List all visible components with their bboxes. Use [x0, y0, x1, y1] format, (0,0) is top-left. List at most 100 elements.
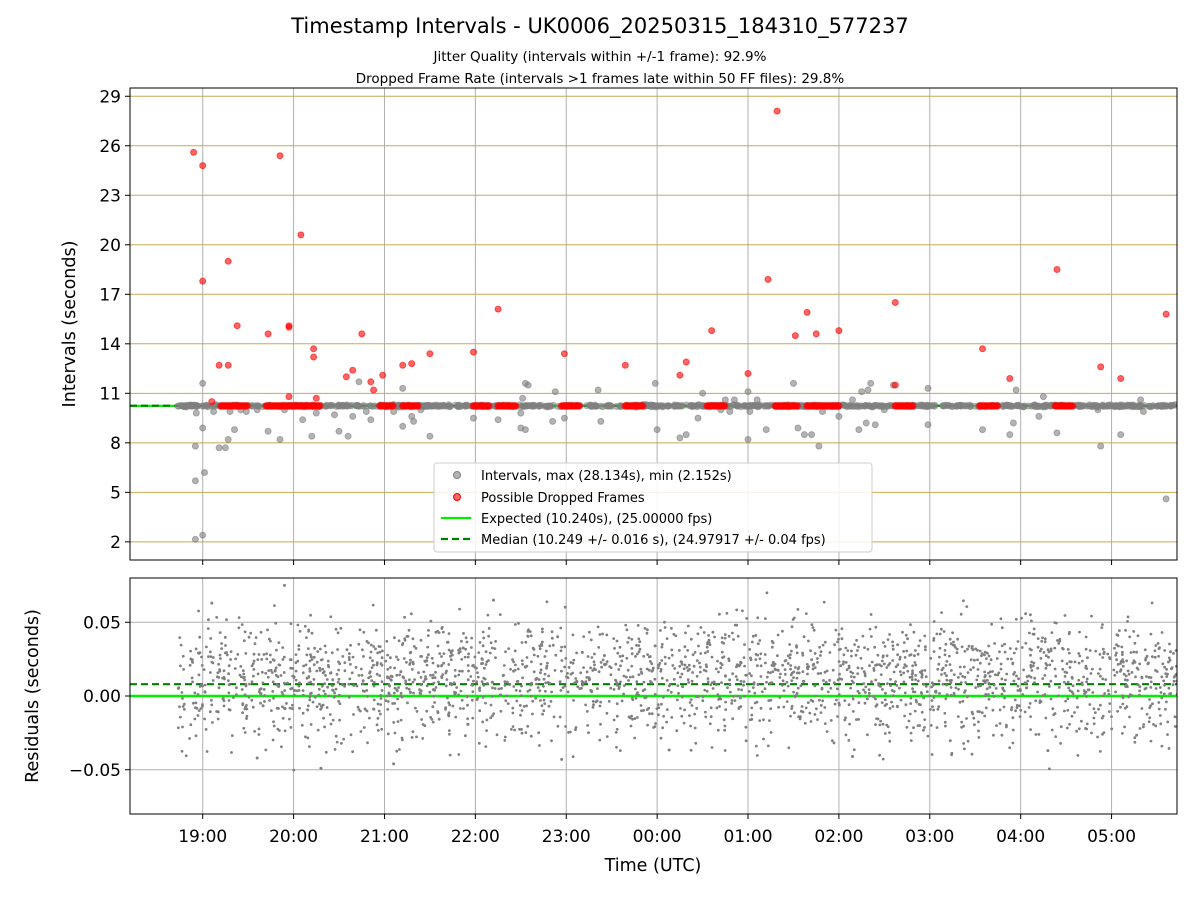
residual-point — [1068, 660, 1072, 663]
residual-point — [960, 645, 964, 649]
residual-point — [616, 684, 619, 687]
residual-point — [389, 678, 393, 682]
interval-band-point — [1031, 402, 1039, 410]
residual-point — [1154, 724, 1158, 728]
residual-point — [525, 704, 528, 708]
residual-point — [698, 661, 701, 665]
residual-point — [719, 661, 723, 665]
residual-point — [891, 705, 895, 708]
residual-point — [969, 668, 973, 672]
residual-point — [310, 658, 314, 661]
residual-point — [243, 731, 247, 734]
residual-point — [1016, 684, 1020, 688]
interval-point — [1012, 386, 1020, 394]
residual-point — [1113, 673, 1117, 677]
residual-point — [750, 706, 754, 710]
residual-point — [491, 646, 494, 650]
residual-point — [256, 658, 260, 661]
residual-point — [585, 670, 589, 674]
residual-point — [436, 664, 440, 668]
residual-point — [1121, 658, 1124, 662]
residual-point — [686, 624, 690, 628]
residual-point — [970, 646, 974, 650]
residual-point — [823, 706, 827, 709]
residual-point — [303, 624, 307, 628]
residual-point — [984, 706, 988, 710]
residual-point — [1112, 668, 1116, 672]
residual-point — [755, 754, 759, 757]
residual-point — [348, 658, 351, 662]
residual-point — [202, 668, 206, 671]
residual-point — [516, 680, 520, 683]
dropped-frame-point — [1162, 310, 1170, 318]
residual-point — [988, 685, 992, 689]
residual-point — [343, 684, 346, 688]
residual-point — [217, 686, 221, 690]
dropped-frame-cluster-point — [389, 402, 397, 410]
residual-point — [974, 686, 978, 689]
residual-point — [582, 635, 586, 638]
residual-point — [529, 734, 533, 738]
residual-point — [387, 692, 391, 695]
residual-point — [748, 672, 752, 675]
residual-point — [243, 630, 247, 634]
residual-point — [564, 725, 567, 728]
residual-point — [1000, 626, 1004, 630]
dropped-frame-point — [312, 394, 320, 402]
residual-point — [419, 683, 423, 687]
residual-point — [1073, 660, 1077, 664]
residual-point — [618, 645, 622, 649]
residual-point — [542, 709, 546, 713]
residual-point — [777, 705, 780, 709]
residual-point — [1124, 674, 1128, 678]
residual-point — [924, 675, 928, 679]
residual-point — [424, 675, 427, 678]
intervals-y-tick-label: 20 — [99, 236, 121, 256]
residual-point — [1120, 653, 1124, 656]
residual-point — [1154, 687, 1158, 690]
residual-point — [698, 665, 702, 669]
residual-point — [276, 675, 280, 679]
residual-point — [448, 753, 452, 757]
residual-point — [761, 690, 764, 694]
residual-point — [601, 632, 604, 636]
residual-point — [1154, 644, 1158, 647]
residual-point — [535, 682, 538, 686]
residual-point — [532, 653, 536, 657]
residual-point — [935, 726, 939, 729]
residual-point — [680, 660, 683, 664]
dropped-frame-point — [310, 345, 318, 353]
residual-point — [1119, 669, 1122, 673]
x-tick-label: 20:00 — [269, 827, 318, 847]
residual-point — [340, 741, 343, 745]
interval-point — [524, 381, 532, 389]
residual-point — [753, 691, 757, 695]
residual-point — [257, 727, 261, 731]
interval-point — [726, 408, 734, 415]
residual-point — [291, 667, 295, 670]
residual-point — [331, 678, 335, 682]
residual-point — [633, 717, 637, 720]
residual-point — [722, 718, 726, 722]
residual-point — [485, 729, 488, 732]
residual-point — [1117, 644, 1120, 648]
residual-point — [965, 605, 969, 608]
residual-point — [966, 671, 970, 674]
residual-point — [486, 682, 489, 685]
residual-point — [466, 717, 469, 721]
residual-point — [210, 660, 214, 664]
residual-point — [785, 700, 789, 703]
residual-point — [698, 670, 702, 674]
residual-point — [421, 737, 425, 740]
residual-point — [729, 690, 732, 694]
residual-point — [449, 651, 453, 655]
residual-point — [1119, 662, 1122, 665]
residual-point — [194, 647, 198, 651]
residual-point — [241, 702, 245, 705]
residual-point — [996, 673, 1000, 677]
residual-point — [1148, 716, 1152, 720]
interval-point — [849, 396, 856, 404]
residual-point — [676, 684, 680, 687]
residual-point — [1133, 660, 1137, 664]
residual-point — [724, 708, 728, 711]
